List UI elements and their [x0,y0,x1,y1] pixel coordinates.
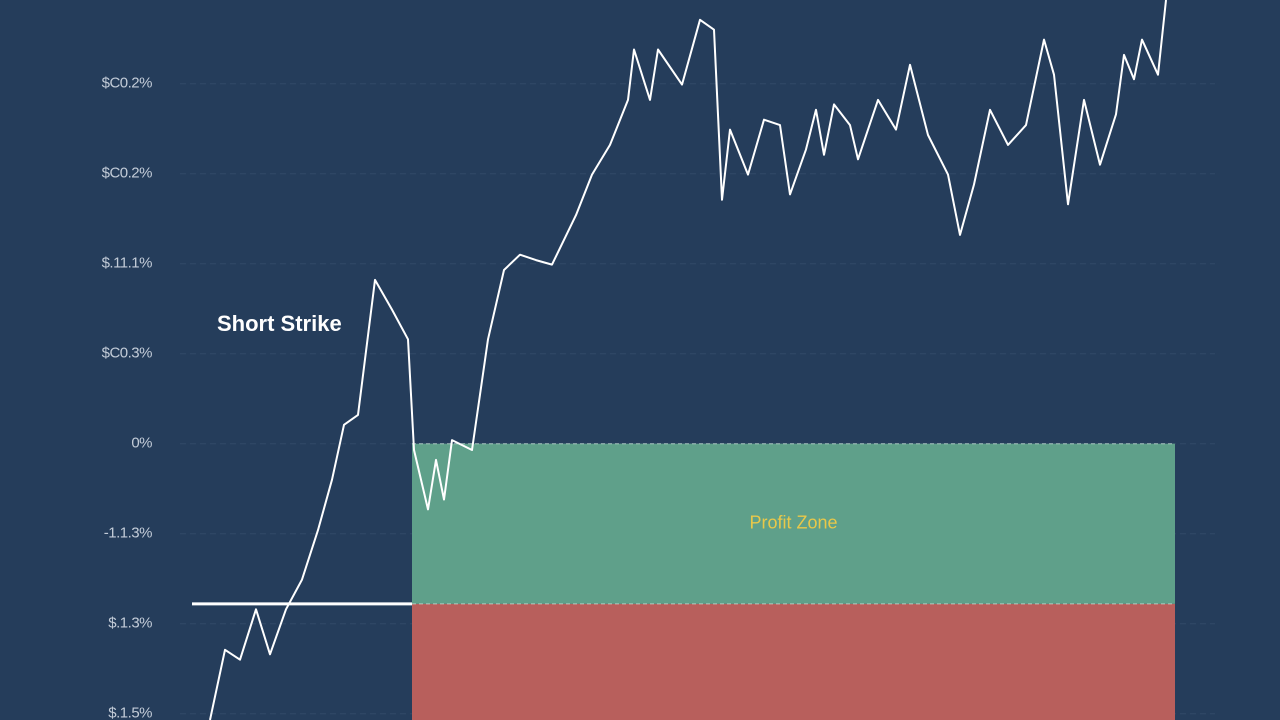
y-tick-label: $.1.5% [108,705,152,720]
short-strike-label: Short Strike [217,311,342,336]
price-line [209,0,1167,720]
y-tick-label: $.11.1% [102,255,153,272]
zone [412,603,1175,720]
y-tick-label: $.1.3% [108,615,152,632]
y-tick-label: 0% [131,435,152,452]
y-tick-label: $C0.2% [102,75,153,92]
y-tick-label: $C0.3% [102,345,153,362]
zone [412,443,1175,604]
y-tick-label: $C0.2% [102,165,153,182]
zone-label: Profit Zone [749,513,837,533]
y-tick-label: -1.1.3% [104,525,152,542]
